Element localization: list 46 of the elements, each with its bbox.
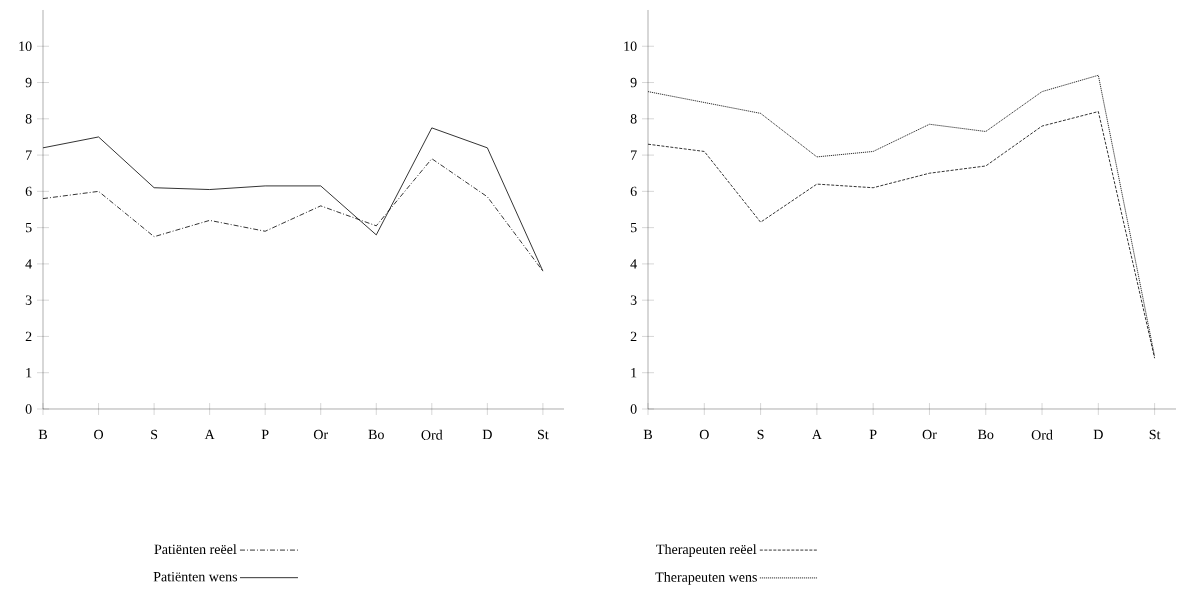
- y-tick-label: 5: [25, 222, 32, 233]
- y-tick-label: 1: [26, 368, 32, 378]
- y-tick-label: 9: [25, 77, 32, 88]
- x-tick-label: B: [38, 429, 47, 440]
- y-tick-label: 0: [630, 404, 637, 414]
- legend-label: Therapeuten wens: [655, 571, 757, 585]
- x-tick-label: P: [869, 429, 877, 440]
- y-tick-label: 3: [630, 295, 637, 305]
- x-tick-label: D: [482, 429, 492, 440]
- x-tick-label: Bo: [977, 429, 994, 440]
- y-tick-label: 9: [630, 77, 637, 88]
- y-tick-label: 3: [25, 295, 32, 305]
- legend-label: Patiënten wens: [153, 572, 238, 582]
- x-tick-label: Or: [922, 429, 937, 440]
- y-tick-label: 8: [25, 114, 32, 124]
- x-tick-label: St: [538, 429, 549, 440]
- y-tick-label: 7: [631, 150, 637, 160]
- x-tick-label: D: [1093, 429, 1103, 440]
- x-tick-label: O: [699, 429, 709, 440]
- legend-label: Therapeuten reëel: [656, 544, 757, 557]
- y-tick-label: 4: [630, 259, 637, 269]
- legend-label: Patiënten reëel: [154, 544, 237, 555]
- y-tick-label: 10: [624, 41, 637, 51]
- x-tick-label: S: [151, 429, 158, 440]
- y-tick-label: 2: [25, 331, 32, 342]
- x-tick-label: A: [811, 429, 822, 440]
- y-tick-label: 4: [25, 259, 32, 269]
- y-tick-label: 6: [25, 186, 32, 197]
- y-tick-label: 6: [630, 186, 637, 197]
- y-tick-label: 2: [630, 331, 637, 342]
- y-tick-label: 5: [630, 222, 637, 233]
- x-tick-label: O: [94, 429, 104, 440]
- x-tick-label: S: [757, 429, 764, 440]
- x-tick-label: A: [204, 429, 215, 440]
- x-tick-label: St: [1149, 429, 1161, 440]
- x-tick-label: B: [643, 429, 652, 440]
- y-tick-label: 0: [25, 404, 32, 414]
- y-tick-label: 1: [631, 368, 637, 378]
- y-tick-label: 10: [19, 41, 32, 51]
- x-tick-label: P: [261, 429, 269, 440]
- y-tick-label: 7: [26, 150, 32, 160]
- x-tick-label: Bo: [368, 429, 384, 440]
- x-tick-label: Or: [313, 429, 328, 440]
- x-tick-label: Ord: [421, 429, 443, 440]
- x-tick-label: Ord: [1031, 429, 1053, 440]
- y-tick-label: 8: [630, 114, 637, 124]
